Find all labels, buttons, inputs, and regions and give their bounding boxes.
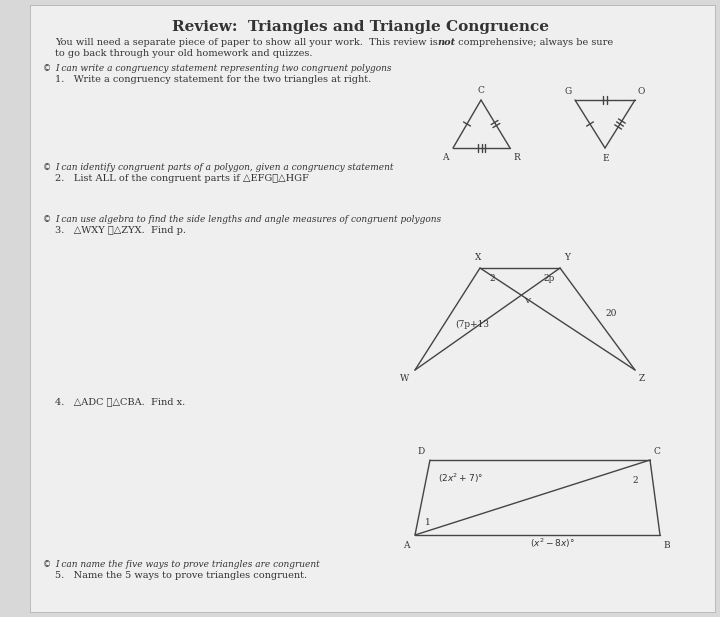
Text: to go back through your old homework and quizzes.: to go back through your old homework and…	[55, 49, 312, 58]
Text: 20: 20	[606, 310, 617, 318]
Text: 4.   △ADC ≅△CBA.  Find x.: 4. △ADC ≅△CBA. Find x.	[55, 397, 185, 406]
Text: ©: ©	[43, 215, 51, 224]
Text: E: E	[603, 154, 609, 163]
Text: A: A	[403, 541, 410, 550]
Text: Z: Z	[639, 374, 645, 383]
Text: 2: 2	[632, 476, 638, 485]
Text: X: X	[474, 253, 481, 262]
Text: You will need a separate piece of paper to show all your work.  This review is: You will need a separate piece of paper …	[55, 38, 441, 47]
Text: I can use algebra to find the side lengths and angle measures of congruent polyg: I can use algebra to find the side lengt…	[55, 215, 441, 224]
Text: $(x^2 - 8x)°$: $(x^2 - 8x)°$	[530, 537, 575, 550]
Text: R: R	[513, 153, 520, 162]
Text: 1: 1	[425, 518, 431, 527]
Text: Y: Y	[564, 253, 570, 262]
Text: comprehensive; always be sure: comprehensive; always be sure	[455, 38, 613, 47]
Text: $(2x^2 + 7)°$: $(2x^2 + 7)°$	[438, 472, 483, 486]
Text: (7p+13: (7p+13	[456, 320, 490, 329]
Text: 3.   △WXY ≅△ZYX.  Find p.: 3. △WXY ≅△ZYX. Find p.	[55, 226, 186, 235]
Text: W: W	[400, 374, 409, 383]
Text: C: C	[653, 447, 660, 456]
Text: 2p: 2p	[544, 274, 555, 283]
Text: D: D	[418, 447, 425, 456]
Text: not: not	[437, 38, 455, 47]
Text: B: B	[663, 541, 670, 550]
Text: O: O	[638, 87, 645, 96]
Text: V: V	[524, 297, 531, 305]
Text: C: C	[477, 86, 485, 95]
Text: 1.   Write a congruency statement for the two triangles at right.: 1. Write a congruency statement for the …	[55, 75, 372, 84]
Text: I can write a congruency statement representing two congruent polygons: I can write a congruency statement repre…	[55, 64, 392, 73]
Text: Review:  Triangles and Triangle Congruence: Review: Triangles and Triangle Congruenc…	[171, 20, 549, 34]
Text: ©: ©	[43, 560, 51, 569]
Text: A: A	[443, 153, 449, 162]
Text: ©: ©	[43, 64, 51, 73]
Text: I can name the five ways to prove triangles are congruent: I can name the five ways to prove triang…	[55, 560, 320, 569]
Text: ©: ©	[43, 163, 51, 172]
Text: I can identify congruent parts of a polygon, given a congruency statement: I can identify congruent parts of a poly…	[55, 163, 394, 172]
Text: 2: 2	[489, 274, 495, 283]
Text: 2.   List ALL of the congruent parts if △EFG≅△HGF: 2. List ALL of the congruent parts if △E…	[55, 174, 309, 183]
Text: 5.   Name the 5 ways to prove triangles congruent.: 5. Name the 5 ways to prove triangles co…	[55, 571, 307, 580]
FancyBboxPatch shape	[30, 5, 715, 612]
Text: G: G	[564, 87, 572, 96]
